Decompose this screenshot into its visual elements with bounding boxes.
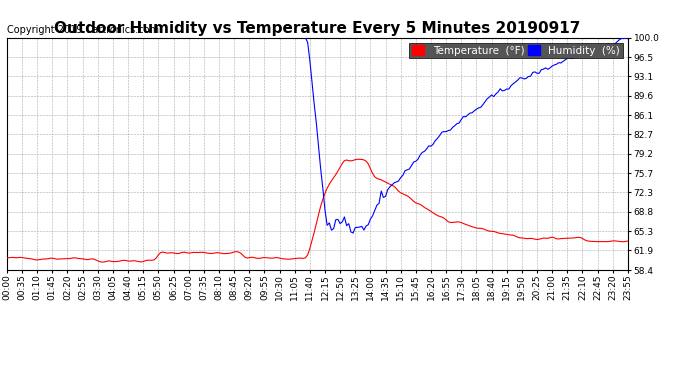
Legend: Temperature  (°F), Humidity  (%): Temperature (°F), Humidity (%) <box>409 43 622 58</box>
Title: Outdoor Humidity vs Temperature Every 5 Minutes 20190917: Outdoor Humidity vs Temperature Every 5 … <box>55 21 580 36</box>
Text: Copyright 2019 Cartronics.com: Copyright 2019 Cartronics.com <box>7 25 159 35</box>
